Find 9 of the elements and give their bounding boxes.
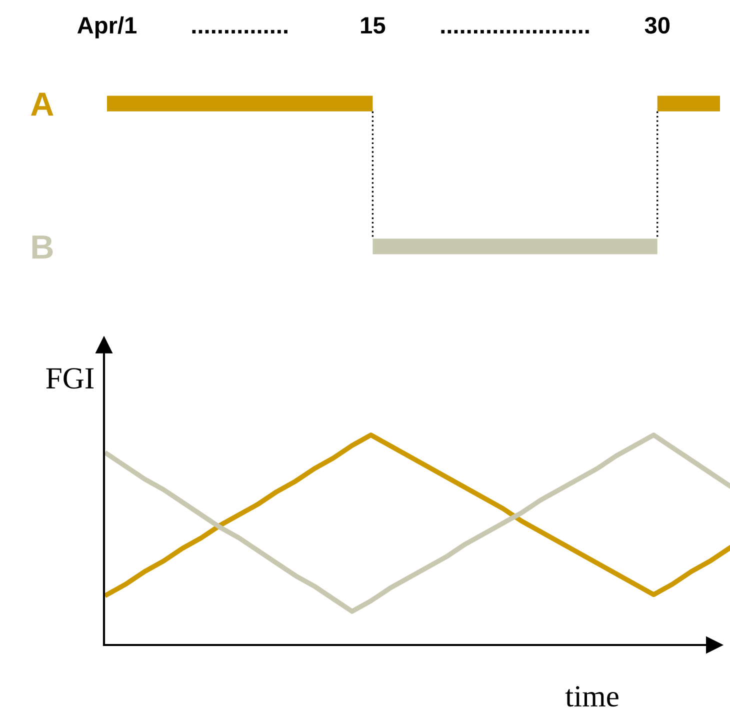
y-tick-label: B [32, 236, 53, 259]
y-axis-title: FGI [46, 368, 94, 389]
x-tick-label: Apr/1 [77, 16, 137, 38]
annotation: ............... [192, 30, 288, 34]
y-tick-label: A [30, 92, 54, 116]
x-axis-title: time [565, 686, 618, 707]
x-tick-label: 30 [644, 16, 670, 34]
x-tick-label: 15 [361, 17, 386, 34]
annotation: ....................... [441, 30, 589, 34]
